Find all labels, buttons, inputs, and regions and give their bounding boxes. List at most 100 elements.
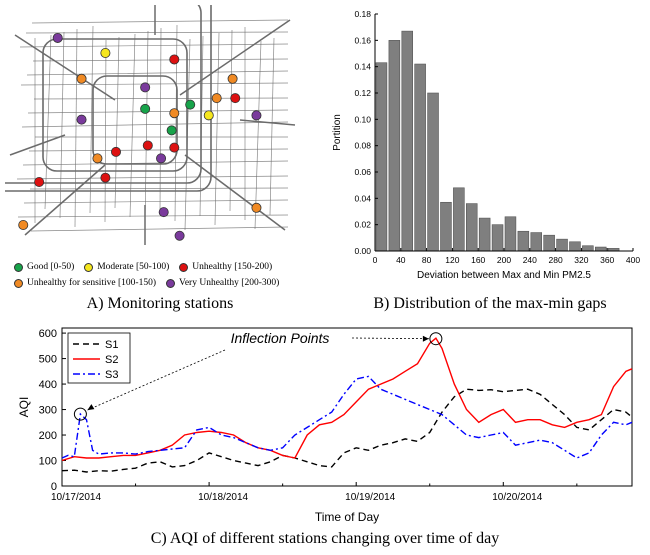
y-tick-label: 0.08 xyxy=(354,141,371,151)
station-marker xyxy=(251,202,262,213)
station-marker xyxy=(142,140,153,151)
histogram-bar xyxy=(582,245,594,252)
street xyxy=(17,214,289,218)
histogram-bar xyxy=(388,40,401,252)
legend-moderate: Moderate [50-100) xyxy=(84,262,169,272)
street xyxy=(25,31,289,34)
street xyxy=(144,30,149,227)
station-map xyxy=(5,5,296,245)
x-axis-label: Deviation between Max and Min PM2.5 xyxy=(417,270,591,281)
histogram-chart: 0.00 0.02 0.04 0.06 0.08 0.10 0.12 0.14 0.16 0.18… xyxy=(332,9,640,281)
inflection-circle xyxy=(429,332,443,346)
legend-sensitive: Unhealthy for sensitive [100-150) xyxy=(14,278,156,288)
x-tick-label: 280 xyxy=(549,255,563,265)
y-tick-label: 0.16 xyxy=(354,35,371,45)
y-axis-label: Portition xyxy=(332,114,343,151)
caption-b: B) Distribution of the max-min gaps xyxy=(373,295,607,312)
caption-c: C) AQI of different stations changing ov… xyxy=(150,530,500,547)
x-tick-label: 120 xyxy=(445,255,459,265)
road-network xyxy=(5,5,296,245)
street xyxy=(269,37,275,216)
x-tick-label: 360 xyxy=(600,255,614,265)
legend-unhealthy: Unhealthy [150-200) xyxy=(179,262,272,272)
histogram-bar xyxy=(556,238,568,252)
annotation-arrow-right xyxy=(351,337,429,340)
histogram-bar xyxy=(401,30,414,252)
street xyxy=(104,39,107,223)
station-marker xyxy=(169,54,180,65)
caption-a: A) Monitoring stations xyxy=(86,295,234,312)
annotation-arrow-left xyxy=(87,349,226,411)
ring-road xyxy=(5,5,202,184)
street xyxy=(59,31,65,219)
arrowhead-left xyxy=(87,404,95,411)
legend-very-unhealthy: Very Unhealthy [200-300) xyxy=(166,278,279,288)
station-marker xyxy=(76,73,87,84)
street xyxy=(33,97,289,100)
histogram-bar xyxy=(414,63,426,252)
aqi-line-chart: 0 100 200 300 400 500 600 10/17/2014 10/18/2014 1… xyxy=(17,327,633,524)
street xyxy=(184,38,191,231)
ring-road xyxy=(92,75,178,165)
series-line-s1 xyxy=(61,388,633,473)
histogram-bar xyxy=(504,216,517,252)
y-tick-label: 0.06 xyxy=(354,167,371,177)
legend-good-label: Good [0-50) xyxy=(27,262,75,272)
plot-frame xyxy=(61,327,633,487)
station-marker xyxy=(100,172,111,183)
x-tick-label: 160 xyxy=(471,255,485,265)
inflection-annotation: Inflection Points xyxy=(231,330,330,346)
y-tick-label: 0.10 xyxy=(354,114,371,124)
street xyxy=(32,58,289,62)
y-tick-label: 200 xyxy=(39,430,57,442)
series-line-s3 xyxy=(61,375,633,459)
map-legend-row-1: Good [0-50) Moderate [50-100) Unhealthy … xyxy=(14,262,282,272)
station-marker xyxy=(92,153,103,164)
station-marker xyxy=(251,110,262,121)
street xyxy=(114,36,120,209)
legend-label-s1: S1 xyxy=(105,339,118,351)
y-tick-label: 0.00 xyxy=(354,246,371,256)
street xyxy=(31,19,289,24)
highway xyxy=(184,154,286,231)
station-marker xyxy=(158,207,169,218)
highway xyxy=(179,19,291,96)
street xyxy=(26,70,289,76)
highway xyxy=(239,119,296,126)
station-marker xyxy=(156,153,167,164)
x-tick-label: 10/19/2014 xyxy=(345,492,395,503)
x-tick-label: 240 xyxy=(523,255,537,265)
street xyxy=(20,82,289,86)
x-tick-label: 10/20/2014 xyxy=(492,492,542,503)
x-tick-label: 40 xyxy=(396,255,406,265)
station-marker xyxy=(185,99,196,110)
legend-label-s2: S2 xyxy=(105,354,118,366)
highway xyxy=(9,134,66,156)
street xyxy=(29,187,289,190)
street xyxy=(254,40,262,230)
street xyxy=(129,33,136,218)
x-tick-label: 80 xyxy=(422,255,432,265)
y-tick-label: 0.02 xyxy=(354,220,371,230)
station-marker xyxy=(76,114,87,125)
street xyxy=(22,160,289,166)
y-tick-label: 600 xyxy=(39,328,57,340)
histogram-bar xyxy=(543,234,555,252)
station-marker xyxy=(140,103,151,114)
histogram-bar xyxy=(594,246,607,252)
histogram-bar xyxy=(375,62,388,252)
station-marker xyxy=(111,146,122,157)
station-marker xyxy=(52,32,63,43)
y-tick-label: 0.14 xyxy=(354,62,371,72)
street xyxy=(229,29,233,212)
street xyxy=(23,199,289,204)
highway xyxy=(24,164,106,236)
y-tick-label: 0.04 xyxy=(354,193,371,203)
station-marker xyxy=(227,73,238,84)
station-markers xyxy=(18,32,262,241)
histogram-bar xyxy=(427,92,439,252)
arrowhead-right xyxy=(422,335,429,342)
x-tick-label: 0 xyxy=(373,255,378,265)
y-tick-label: 400 xyxy=(39,379,57,391)
x-tick-label: 10/18/2014 xyxy=(198,492,248,503)
